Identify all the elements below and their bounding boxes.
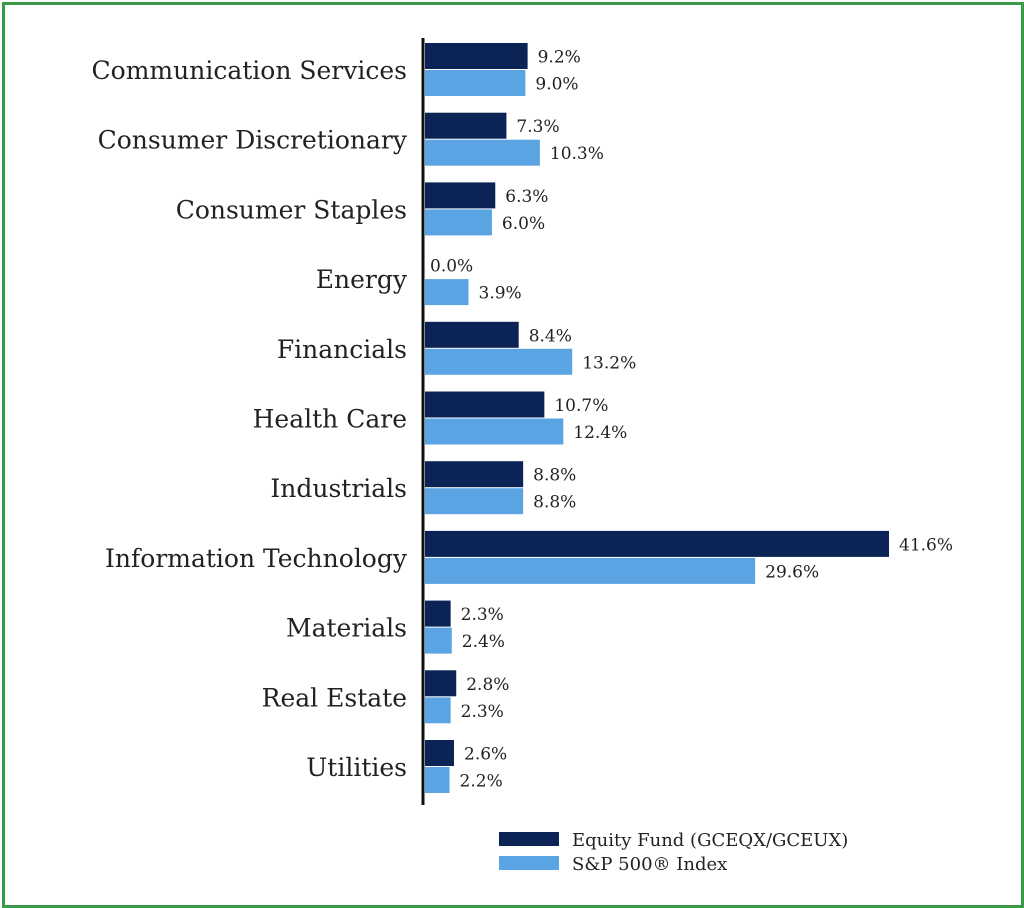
- data-label: 8.4%: [529, 326, 572, 346]
- bar: [425, 557, 756, 584]
- data-label: 2.2%: [460, 772, 503, 792]
- data-label: 8.8%: [533, 493, 576, 513]
- data-label: 6.0%: [502, 214, 545, 234]
- data-label: 12.4%: [573, 423, 627, 443]
- data-label: 2.3%: [461, 605, 504, 625]
- data-label: 41.6%: [899, 535, 953, 555]
- category-label: Industrials: [270, 474, 407, 503]
- bar: [425, 530, 889, 557]
- bar: [425, 418, 564, 445]
- legend-label: Equity Fund (GCEQX/GCEUX): [572, 830, 848, 851]
- bar: [425, 627, 452, 654]
- category-label: Consumer Discretionary: [98, 126, 408, 155]
- data-label: 2.6%: [464, 745, 507, 765]
- bar: [425, 43, 528, 69]
- category-label: Utilities: [306, 753, 407, 782]
- category-label: Consumer Staples: [176, 195, 407, 224]
- bar: [425, 488, 524, 515]
- bar: [425, 697, 451, 724]
- bar: [425, 182, 496, 209]
- bar: [425, 70, 526, 96]
- data-label: 29.6%: [765, 562, 819, 582]
- data-label: 10.3%: [550, 144, 604, 164]
- data-label: 10.7%: [554, 396, 608, 416]
- bar: [425, 391, 545, 418]
- bar: [425, 139, 540, 166]
- data-label: 6.3%: [505, 187, 548, 207]
- data-label: 2.4%: [462, 632, 505, 652]
- bar: [425, 767, 450, 793]
- data-label: 2.3%: [461, 702, 504, 722]
- category-label: Energy: [316, 265, 408, 294]
- bar: [425, 112, 507, 139]
- data-label: 3.9%: [479, 284, 522, 304]
- category-label: Health Care: [253, 405, 407, 434]
- category-label: Materials: [286, 614, 407, 643]
- bar: [425, 279, 469, 306]
- legend-swatch: [499, 856, 559, 870]
- data-label: 9.2%: [538, 48, 581, 68]
- data-label: 8.8%: [533, 466, 576, 486]
- bar: [425, 321, 519, 348]
- bar: [425, 348, 573, 375]
- data-label: 2.8%: [466, 675, 509, 695]
- category-label: Real Estate: [262, 683, 407, 712]
- data-label: 9.0%: [535, 75, 578, 95]
- data-label: 13.2%: [582, 353, 636, 373]
- data-label: 7.3%: [516, 117, 559, 137]
- legend-swatch: [499, 832, 559, 846]
- bar: [425, 600, 451, 627]
- legend-label: S&P 500® Index: [572, 854, 727, 875]
- bar: [425, 740, 454, 766]
- category-label: Communication Services: [92, 56, 407, 85]
- bar: [425, 670, 457, 697]
- category-label: Information Technology: [105, 544, 408, 573]
- bar: [425, 209, 492, 236]
- bar: [425, 461, 524, 488]
- category-label: Financials: [277, 335, 407, 364]
- data-label: 0.0%: [430, 257, 473, 277]
